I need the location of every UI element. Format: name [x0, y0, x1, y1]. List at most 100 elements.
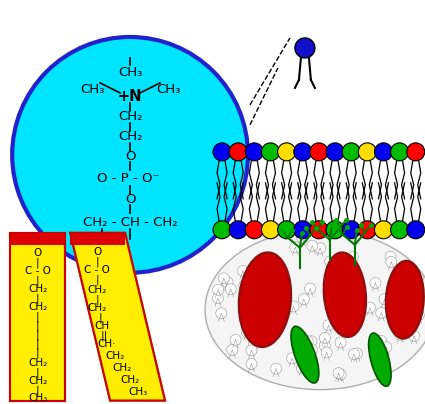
- Circle shape: [307, 240, 318, 251]
- Circle shape: [245, 143, 264, 161]
- Text: CH₂: CH₂: [28, 376, 47, 386]
- Circle shape: [364, 302, 375, 313]
- Circle shape: [258, 315, 268, 326]
- Text: |: |: [36, 293, 40, 304]
- Circle shape: [379, 294, 390, 305]
- Text: +N: +N: [118, 89, 142, 104]
- Circle shape: [326, 221, 344, 239]
- Circle shape: [253, 303, 264, 314]
- Circle shape: [212, 284, 224, 295]
- Circle shape: [266, 304, 278, 315]
- Circle shape: [245, 292, 256, 303]
- Circle shape: [225, 284, 236, 295]
- Text: CH₂: CH₂: [118, 130, 142, 143]
- Circle shape: [391, 221, 408, 239]
- Text: O: O: [93, 247, 101, 257]
- Circle shape: [218, 273, 230, 284]
- Circle shape: [358, 221, 376, 239]
- Circle shape: [355, 294, 366, 305]
- Circle shape: [278, 276, 289, 286]
- Circle shape: [296, 363, 307, 374]
- Ellipse shape: [324, 252, 366, 337]
- Text: |: |: [36, 311, 40, 322]
- Text: |: |: [36, 320, 40, 331]
- Circle shape: [349, 300, 360, 311]
- Text: O: O: [34, 248, 42, 258]
- Circle shape: [290, 242, 301, 253]
- Circle shape: [241, 327, 252, 338]
- Circle shape: [386, 300, 397, 311]
- Text: CH₃: CH₃: [128, 387, 148, 397]
- Circle shape: [407, 143, 425, 161]
- Text: CH₃: CH₃: [156, 83, 180, 97]
- Circle shape: [329, 272, 340, 283]
- Circle shape: [222, 277, 233, 288]
- Text: CH₂: CH₂: [88, 285, 107, 295]
- Circle shape: [261, 221, 280, 239]
- Circle shape: [377, 367, 388, 379]
- Ellipse shape: [239, 252, 291, 347]
- Circle shape: [271, 363, 282, 374]
- Circle shape: [335, 337, 346, 348]
- Circle shape: [275, 299, 286, 310]
- Circle shape: [229, 221, 247, 239]
- Circle shape: [298, 294, 309, 305]
- Text: CH₂: CH₂: [88, 303, 107, 313]
- Text: O: O: [125, 150, 135, 163]
- Circle shape: [386, 257, 397, 267]
- Circle shape: [306, 336, 317, 347]
- Circle shape: [213, 143, 231, 161]
- Text: |: |: [36, 329, 40, 340]
- Text: |: |: [36, 276, 40, 286]
- Text: |: |: [36, 367, 40, 378]
- Circle shape: [347, 286, 358, 297]
- Circle shape: [212, 293, 224, 304]
- Circle shape: [374, 221, 392, 239]
- Text: CH₂: CH₂: [28, 358, 47, 368]
- Polygon shape: [70, 233, 125, 245]
- Circle shape: [325, 256, 336, 267]
- Text: CH₂: CH₂: [118, 110, 142, 123]
- Circle shape: [335, 369, 346, 380]
- Text: CH₂: CH₂: [120, 375, 140, 385]
- Text: ||: ||: [100, 330, 108, 341]
- Circle shape: [230, 335, 241, 345]
- Circle shape: [216, 308, 227, 319]
- Circle shape: [376, 307, 387, 318]
- Text: CH: CH: [94, 321, 110, 331]
- Circle shape: [239, 280, 250, 291]
- Text: CH₂: CH₂: [105, 351, 125, 361]
- Circle shape: [374, 143, 392, 161]
- Circle shape: [246, 358, 257, 369]
- Circle shape: [306, 344, 317, 355]
- Circle shape: [334, 266, 345, 277]
- Circle shape: [227, 345, 238, 356]
- Circle shape: [413, 310, 424, 321]
- Text: |: |: [95, 274, 99, 285]
- Circle shape: [399, 261, 410, 271]
- Circle shape: [295, 38, 315, 58]
- Circle shape: [278, 143, 296, 161]
- Circle shape: [238, 265, 249, 276]
- Ellipse shape: [368, 333, 391, 386]
- Circle shape: [320, 332, 330, 343]
- Text: |: |: [98, 312, 102, 323]
- Text: CH₃: CH₃: [28, 393, 47, 403]
- Circle shape: [370, 278, 381, 288]
- Circle shape: [376, 335, 387, 347]
- Ellipse shape: [386, 261, 424, 339]
- Text: C - O: C - O: [25, 266, 51, 276]
- Circle shape: [413, 272, 424, 283]
- Circle shape: [321, 347, 332, 358]
- Circle shape: [305, 283, 316, 294]
- Circle shape: [358, 143, 376, 161]
- Circle shape: [294, 221, 312, 239]
- Circle shape: [351, 348, 363, 359]
- Circle shape: [248, 339, 259, 350]
- Bar: [10, 233, 65, 401]
- Text: CH₃: CH₃: [80, 83, 104, 97]
- Text: |: |: [36, 339, 40, 349]
- Polygon shape: [70, 233, 165, 401]
- Circle shape: [326, 143, 344, 161]
- Text: O - P - O⁻: O - P - O⁻: [97, 173, 159, 185]
